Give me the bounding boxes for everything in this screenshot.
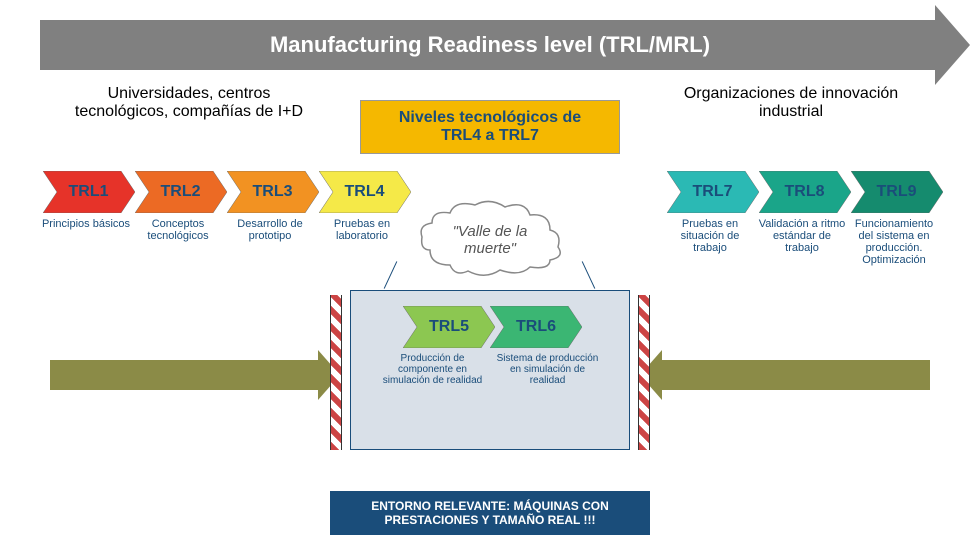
trl-chevron-trl3: TRL3 — [227, 171, 319, 213]
trl-desc-trl4: Pruebas en laboratorio — [316, 218, 408, 242]
trl-item-trl5: TRL5 — [403, 306, 490, 348]
trl-item-trl8: TRL8 Validación a ritmo estándar de traba… — [756, 171, 848, 266]
connector-left — [384, 261, 398, 289]
section-label-right: Organizaciones de innovación industrial — [662, 85, 920, 121]
trl-desc-trl1: Principios básicos — [40, 218, 132, 230]
mid-banner: Niveles tecnológicos de TRL4 a TRL7 — [360, 100, 620, 154]
trl-chevron-trl4: TRL4 — [319, 171, 411, 213]
trl5-desc: Producción de componente en simulación d… — [378, 353, 488, 386]
side-arrow-left — [50, 360, 320, 390]
barrier-right — [638, 295, 650, 450]
trl-item-trl4: TRL4 Pruebas en laboratorio — [316, 171, 408, 242]
trl-chevron-trl8: TRL8 — [759, 171, 851, 213]
trl-item-trl1: TRL1 Principios básicos — [40, 171, 132, 242]
trl-desc-trl8: Validación a ritmo estándar de trabajo — [756, 218, 848, 254]
entorno-line2: PRESTACIONES Y TAMAÑO REAL !!! — [345, 513, 635, 527]
trl-chevron-trl9: TRL9 — [851, 171, 943, 213]
trl-group-left: TRL1 Principios básicosTRL2 Conceptos tecn… — [40, 171, 408, 242]
main-title-text: Manufacturing Readiness level (TRL/MRL) — [40, 20, 940, 70]
valley-cloud: "Valle de la muerte" — [410, 195, 570, 285]
trl-item-trl6: TRL6 — [490, 306, 577, 348]
side-arrow-right — [660, 360, 930, 390]
trl-chevron-trl2: TRL2 — [135, 171, 227, 213]
trl-chevron-trl5: TRL5 — [403, 306, 495, 348]
main-title-arrow: Manufacturing Readiness level (TRL/MRL) — [40, 20, 940, 70]
trl-chevron-trl1: TRL1 — [43, 171, 135, 213]
trl-item-trl2: TRL2 Conceptos tecnológicos — [132, 171, 224, 242]
barrier-left — [330, 295, 342, 450]
valley-trls-row: TRL5TRL6 — [351, 291, 629, 348]
connector-right — [582, 261, 596, 289]
entorno-line1: ENTORNO RELEVANTE: MÁQUINAS CON — [345, 499, 635, 513]
mid-banner-line1: Niveles tecnológicos de — [381, 109, 599, 127]
valley-box: TRL5TRL6 Producción de componente en sim… — [350, 290, 630, 450]
trl-desc-trl2: Conceptos tecnológicos — [132, 218, 224, 242]
trl-chevron-trl6: TRL6 — [490, 306, 582, 348]
diagram-container: Manufacturing Readiness level (TRL/MRL) … — [0, 0, 980, 560]
entorno-banner: ENTORNO RELEVANTE: MÁQUINAS CON PRESTACI… — [330, 491, 650, 535]
trl-desc-trl3: Desarrollo de prototipo — [224, 218, 316, 242]
trl-chevron-trl7: TRL7 — [667, 171, 759, 213]
trl-item-trl7: TRL7 Pruebas en situación de trabajo — [664, 171, 756, 266]
cloud-text: "Valle de la muerte" — [430, 223, 550, 257]
trl-group-right: TRL7 Pruebas en situación de trabajoTRL8 V… — [664, 171, 940, 266]
trl6-desc: Sistema de producción en simulación de r… — [493, 353, 603, 386]
trl-desc-trl9: Funcionamiento del sistema en producción… — [848, 218, 940, 266]
trl-desc-trl7: Pruebas en situación de trabajo — [664, 218, 756, 254]
trl-item-trl9: TRL9 Funcionamiento del sistema en produc… — [848, 171, 940, 266]
mid-banner-line2: TRL4 a TRL7 — [381, 127, 599, 145]
section-label-left: Universidades, centros tecnológicos, com… — [60, 85, 318, 121]
valley-desc-row: Producción de componente en simulación d… — [351, 348, 629, 391]
trl-item-trl3: TRL3 Desarrollo de prototipo — [224, 171, 316, 242]
